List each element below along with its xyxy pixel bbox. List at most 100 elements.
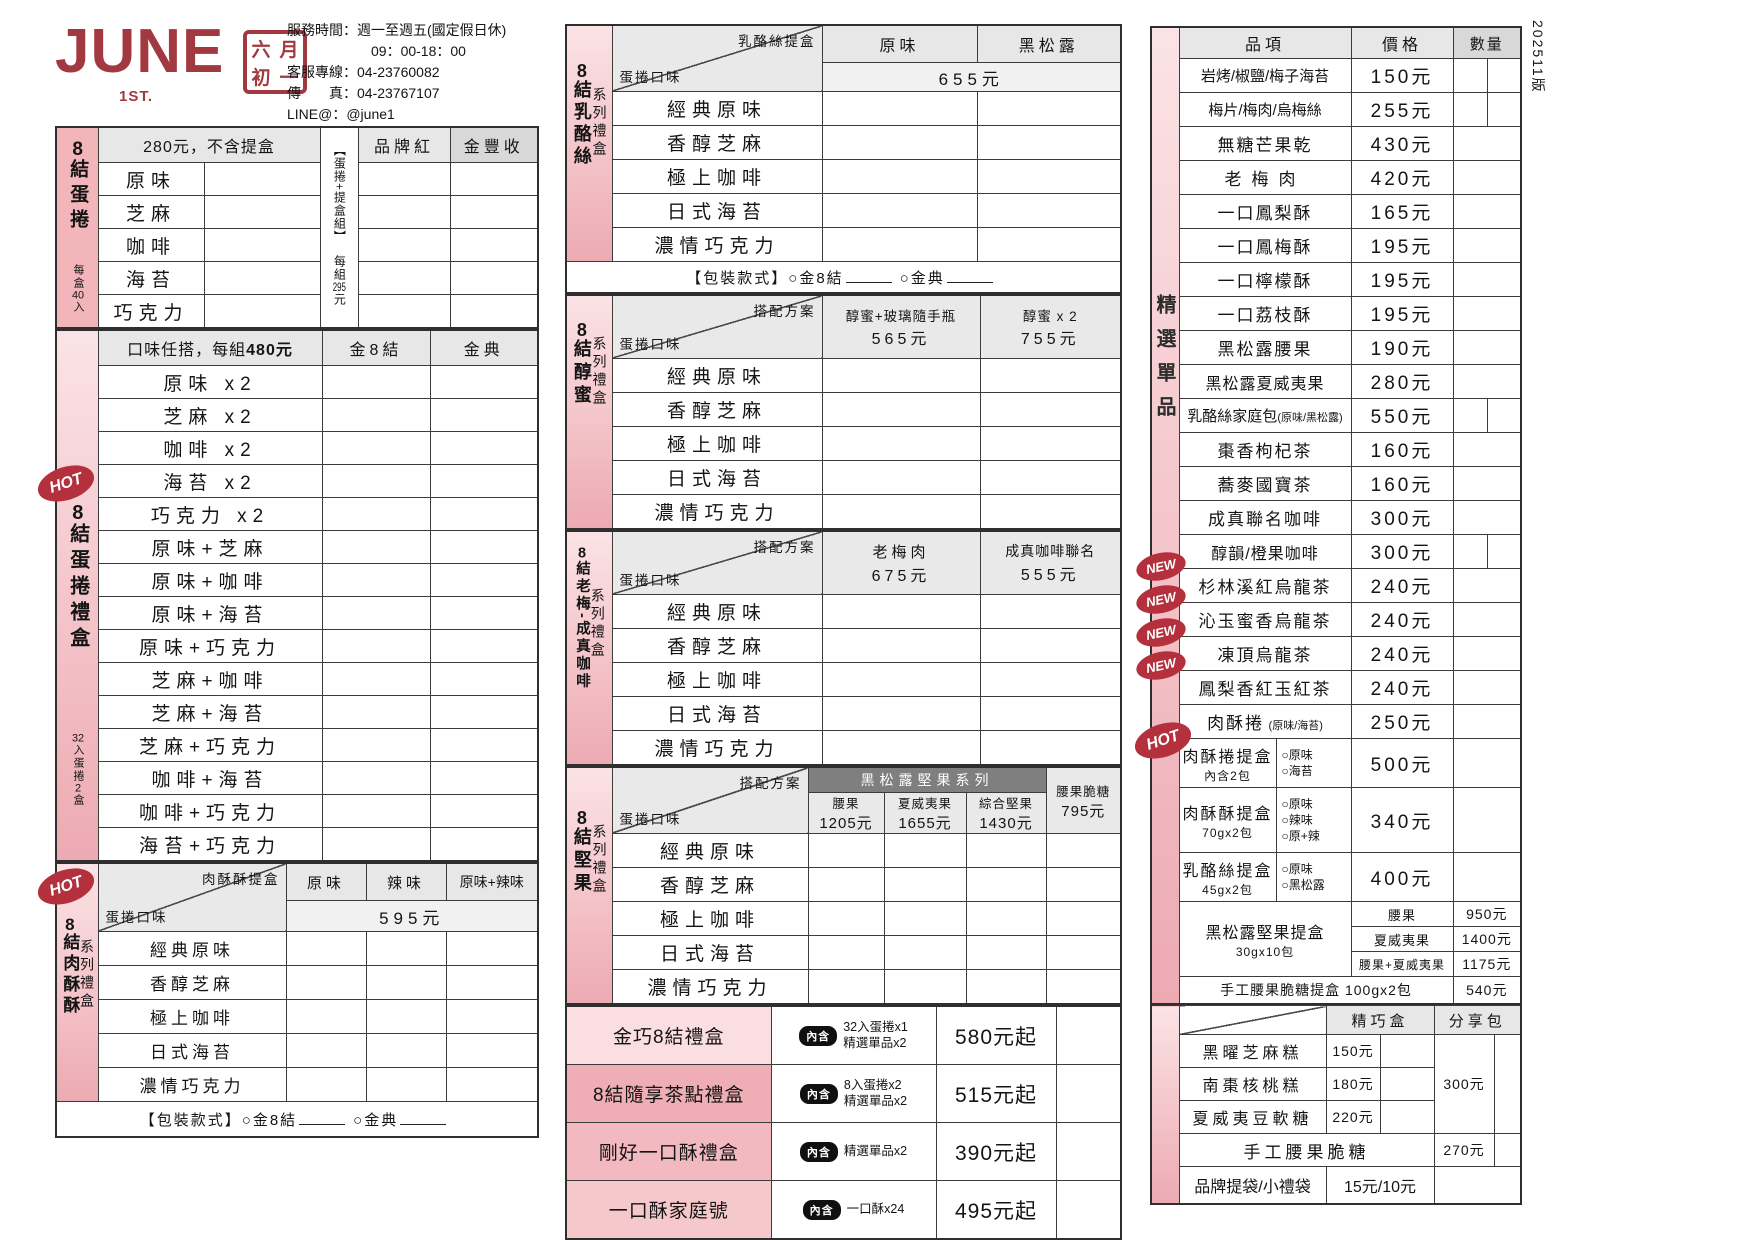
order-cell[interactable] — [979, 460, 1122, 495]
order-cell[interactable] — [821, 193, 978, 228]
order-cell[interactable] — [203, 162, 321, 196]
order-cell[interactable] — [979, 730, 1122, 766]
order-cell[interactable] — [203, 261, 321, 295]
order-cell[interactable] — [1055, 1064, 1122, 1123]
order-cell[interactable] — [285, 999, 367, 1034]
order-cell[interactable] — [821, 125, 978, 160]
order-cell[interactable] — [1493, 1133, 1522, 1167]
order-cell[interactable] — [285, 965, 367, 1000]
order-cell[interactable] — [1452, 466, 1522, 501]
order-cell[interactable] — [429, 827, 539, 862]
order-cell[interactable] — [445, 1033, 539, 1068]
order-cell[interactable] — [445, 931, 539, 966]
order-cell[interactable] — [1379, 1067, 1435, 1101]
order-cell[interactable] — [807, 969, 885, 1005]
order-cell[interactable] — [1452, 126, 1522, 161]
order-cell[interactable] — [1452, 262, 1522, 297]
order-cell[interactable] — [976, 193, 1122, 228]
order-cell[interactable] — [429, 563, 539, 597]
order-cell[interactable] — [965, 969, 1047, 1005]
order-cell[interactable] — [821, 426, 981, 461]
order-cell[interactable] — [449, 162, 539, 196]
order-cell[interactable] — [821, 460, 981, 495]
order-cell[interactable] — [976, 91, 1122, 126]
order-cell[interactable] — [429, 695, 539, 729]
order-cell[interactable] — [321, 530, 431, 564]
order-cell[interactable] — [1045, 935, 1122, 970]
order-cell[interactable] — [429, 728, 539, 762]
order-cell[interactable] — [1486, 534, 1522, 569]
order-cell[interactable] — [976, 227, 1122, 262]
order-cell[interactable] — [203, 228, 321, 262]
order-cell[interactable] — [807, 935, 885, 970]
order-cell[interactable] — [365, 931, 447, 966]
order-cell[interactable] — [429, 431, 539, 465]
order-cell[interactable] — [365, 1033, 447, 1068]
order-cell[interactable] — [321, 431, 431, 465]
order-cell[interactable] — [1452, 228, 1522, 263]
order-cell[interactable] — [976, 125, 1122, 160]
order-cell[interactable] — [1045, 867, 1122, 902]
order-cell[interactable] — [321, 497, 431, 531]
order-cell[interactable] — [807, 901, 885, 936]
order-cell[interactable] — [321, 695, 431, 729]
order-cell[interactable] — [357, 162, 451, 196]
order-cell[interactable] — [321, 398, 431, 432]
order-cell[interactable] — [1452, 330, 1522, 365]
order-cell[interactable] — [1452, 398, 1488, 433]
order-cell[interactable] — [365, 965, 447, 1000]
order-cell[interactable] — [979, 358, 1122, 393]
order-cell[interactable] — [821, 358, 981, 393]
order-cell[interactable] — [449, 294, 539, 329]
order-cell[interactable] — [1452, 602, 1522, 637]
order-cell[interactable] — [1452, 568, 1522, 603]
order-cell[interactable] — [445, 999, 539, 1034]
order-cell[interactable] — [979, 628, 1122, 663]
order-cell[interactable] — [1452, 704, 1522, 739]
order-cell[interactable] — [821, 594, 981, 629]
order-cell[interactable] — [821, 628, 981, 663]
order-cell[interactable] — [807, 867, 885, 902]
order-cell[interactable] — [821, 227, 978, 262]
order-cell[interactable] — [1452, 432, 1522, 467]
order-cell[interactable] — [449, 228, 539, 262]
order-cell[interactable] — [821, 696, 981, 731]
order-cell[interactable] — [285, 931, 367, 966]
order-cell[interactable] — [976, 159, 1122, 194]
order-cell[interactable] — [321, 794, 431, 828]
order-cell[interactable] — [821, 494, 981, 530]
order-cell[interactable] — [1452, 636, 1522, 671]
order-cell[interactable] — [965, 867, 1047, 902]
order-cell[interactable] — [429, 464, 539, 498]
order-cell[interactable] — [445, 965, 539, 1000]
order-cell[interactable] — [449, 195, 539, 229]
order-cell[interactable] — [1486, 92, 1522, 127]
order-cell[interactable] — [979, 494, 1122, 530]
order-cell[interactable] — [965, 935, 1047, 970]
order-cell[interactable] — [1045, 901, 1122, 936]
order-cell[interactable] — [979, 392, 1122, 427]
order-cell[interactable] — [321, 662, 431, 696]
order-cell[interactable] — [1452, 534, 1488, 569]
order-cell[interactable] — [807, 833, 885, 868]
order-cell[interactable] — [321, 365, 431, 399]
order-cell[interactable] — [1486, 58, 1522, 93]
order-cell[interactable] — [1452, 852, 1522, 902]
order-cell[interactable] — [1055, 1180, 1122, 1240]
order-cell[interactable] — [429, 530, 539, 564]
order-cell[interactable] — [883, 969, 967, 1005]
order-cell[interactable] — [321, 596, 431, 630]
order-cell[interactable] — [1379, 1034, 1435, 1068]
order-cell[interactable] — [821, 662, 981, 697]
order-cell[interactable] — [429, 629, 539, 663]
order-cell[interactable] — [1452, 296, 1522, 331]
order-cell[interactable] — [429, 398, 539, 432]
order-cell[interactable] — [1452, 92, 1488, 127]
order-cell[interactable] — [429, 497, 539, 531]
order-cell[interactable] — [445, 1067, 539, 1102]
order-cell[interactable] — [429, 794, 539, 828]
order-cell[interactable] — [1452, 787, 1522, 853]
